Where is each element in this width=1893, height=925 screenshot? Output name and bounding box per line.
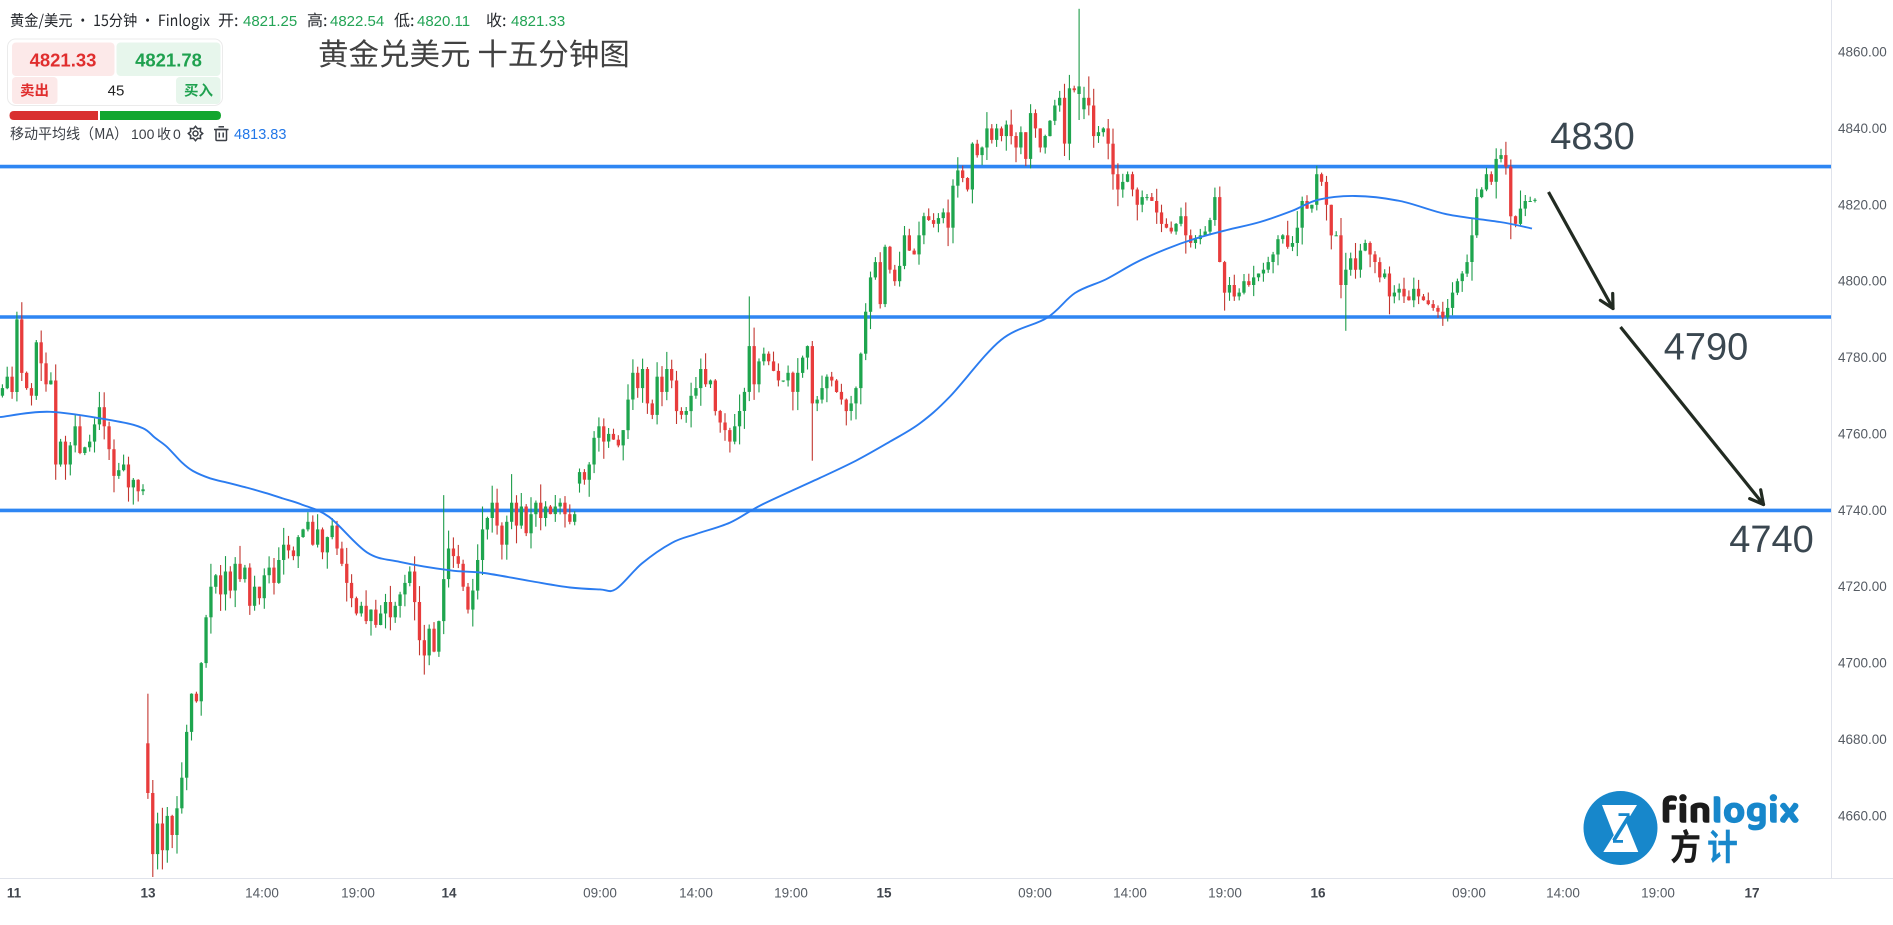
svg-text:09:00: 09:00 [583,886,617,901]
svg-text:0: 0 [173,126,181,142]
svg-text:4780.00: 4780.00 [1838,350,1887,365]
svg-text:14:00: 14:00 [679,886,713,901]
svg-text:14:00: 14:00 [1113,886,1147,901]
svg-text:4840.00: 4840.00 [1838,121,1887,136]
svg-text:4740.00: 4740.00 [1838,503,1887,518]
svg-text:4660.00: 4660.00 [1838,808,1887,823]
svg-text:4830: 4830 [1550,116,1635,158]
svg-text:16: 16 [1310,886,1326,901]
svg-text:11: 11 [7,886,22,901]
svg-text:4860.00: 4860.00 [1838,45,1887,60]
svg-text:17: 17 [1744,886,1759,901]
svg-text:4822.54: 4822.54 [330,13,384,30]
svg-text:14:00: 14:00 [1546,886,1580,901]
svg-text:100: 100 [131,126,155,142]
svg-text:4820.00: 4820.00 [1838,197,1887,212]
svg-text:4821.33: 4821.33 [511,13,565,30]
svg-text:4800.00: 4800.00 [1838,274,1887,289]
svg-text:4820.11: 4820.11 [417,13,470,30]
svg-text:4760.00: 4760.00 [1838,426,1887,441]
svg-text:09:00: 09:00 [1018,886,1052,901]
svg-text:15: 15 [876,886,892,901]
svg-text:45: 45 [108,83,125,100]
svg-text:09:00: 09:00 [1452,886,1486,901]
svg-text:19:00: 19:00 [1641,886,1675,901]
svg-text:4821.33: 4821.33 [30,50,97,71]
svg-text:4740: 4740 [1729,519,1814,561]
svg-text:14: 14 [441,886,457,901]
svg-text:19:00: 19:00 [774,886,808,901]
svg-text:4700.00: 4700.00 [1838,656,1887,671]
svg-text:19:00: 19:00 [341,886,375,901]
svg-text:14:00: 14:00 [245,886,279,901]
svg-text:4720.00: 4720.00 [1838,579,1887,594]
svg-text:19:00: 19:00 [1208,886,1242,901]
svg-text:4790: 4790 [1664,327,1749,369]
svg-text:4821.78: 4821.78 [135,50,202,71]
svg-text:4813.83: 4813.83 [234,127,286,143]
svg-text:4680.00: 4680.00 [1838,732,1887,747]
svg-text:4821.25: 4821.25 [243,13,297,30]
svg-text:13: 13 [140,886,156,901]
